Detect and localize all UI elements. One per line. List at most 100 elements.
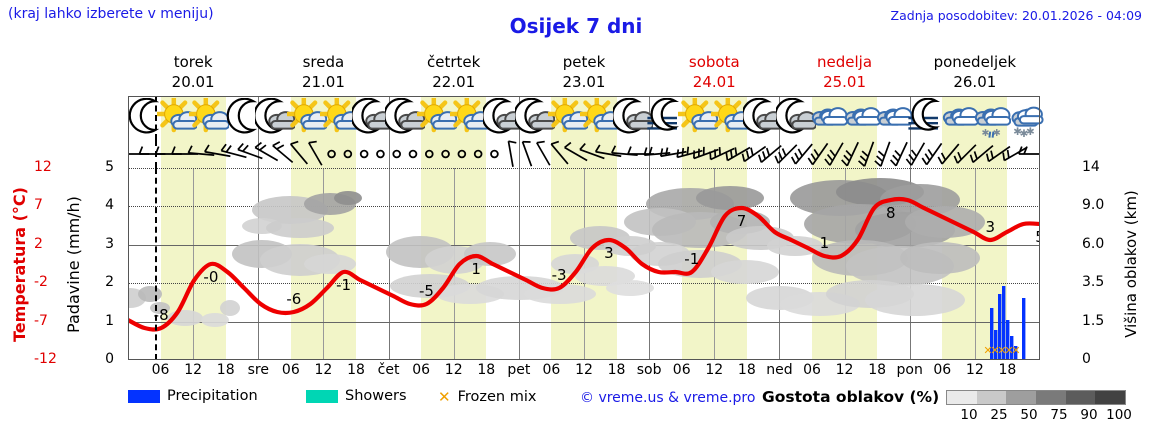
precipitation-bar [1010,336,1014,360]
precipitation-bars [990,286,1026,360]
cloud-density-blob [900,242,980,274]
temperature-point-label: 3 [985,218,996,236]
wind-barb [579,143,605,160]
wind-barb [457,149,467,159]
x-axis-label-10: 18 [477,362,496,378]
temperature-tick-4: -7 [34,312,48,329]
temperature-point-label: 1 [471,260,481,278]
weather-icon-moon-cloud [741,97,785,138]
frozen-mix-marker: ✕ [1004,344,1013,357]
wind-barb [220,143,247,159]
x-axis-label-24: 06 [933,362,952,378]
day-name: nedelja [817,53,873,71]
x-axis-label-6: 18 [347,362,365,378]
weather-icon-sun-cloud [676,95,720,138]
cloud-density-blob [606,280,654,296]
page-title: Osijek 7 dni [509,14,643,38]
weather-icon-moon-wind [645,97,685,138]
weather-icon-cloud [841,98,882,138]
current-time-marker [155,168,157,360]
day-header-5: sobota 24.01 [649,52,779,94]
cloud-density-field [128,178,985,327]
cloud-density-blob [696,186,764,210]
wind-barbs [128,140,1040,167]
day-header-4: petek 23.01 [519,52,649,94]
x-axis-label-16: 06 [672,362,691,378]
precipitation-bar [1006,320,1010,360]
x-axis-label-7: čet [377,362,400,378]
wind-barb [874,141,891,167]
wind-barb [254,141,279,162]
location-menu-note[interactable]: (kraj lahko izberete v meniju) [8,6,214,22]
wind-barb [1018,146,1040,155]
temperature-point-label: -0 [203,268,219,286]
day-header-6: nedelja 25.01 [779,52,909,94]
wind-barb [473,149,483,159]
chart-legend: Precipitation Showers ✕ Frozen mix © vre… [128,388,1152,428]
wind-barb [204,144,231,158]
cloud-height-tick-0: 14 [1082,159,1100,175]
weather-icon-moon-cloud [383,97,426,138]
weather-icon-cloud-snow: ✱ ✱ ✱ [1004,98,1044,140]
frozen-mix-marker: ✕ [997,344,1006,357]
temperature-point-label: -1 [684,250,700,268]
wind-barb [937,143,960,165]
cloud-density-blob [767,236,823,256]
temperature-point-label: -6 [286,290,302,308]
midday-gridline-1 [193,168,195,360]
x-axis-label-15: sob [636,362,662,378]
cloud-height-tick-5: 0 [1082,351,1091,367]
wind-barb [359,149,369,159]
precipitation-bar [1014,346,1018,360]
weather-icon-moon-cloud [480,97,524,138]
showers-swatch-icon [306,389,338,403]
wind-barb [424,149,434,159]
weather-icon-sun-cloud [546,95,589,138]
weather-icon-sun-cloud [285,95,329,138]
wind-barb [507,140,517,167]
wind-barb [824,142,844,166]
weather-icon-cloud [873,98,914,138]
svg-text:✱: ✱ [1026,126,1035,138]
wind-barb [807,142,829,166]
wind-barb [921,142,943,166]
x-axis-label-22: 18 [868,362,887,378]
cloud-density-step-2 [1006,391,1037,404]
legend-precipitation-label: Precipitation [167,388,258,404]
day-date: 25.01 [823,73,867,91]
x-axis-label-4: 06 [281,362,300,378]
wind-barb [985,145,1011,163]
precipitation-tick-5: 0 [105,351,114,367]
cloud-density-blob [334,191,362,205]
x-axis-label-25: 12 [965,362,984,378]
weather-icon-moon [222,97,262,138]
wind-barb [272,141,294,164]
cloud-height-tick-4: 1.5 [1082,312,1105,329]
temperature-point-label: 8 [885,204,896,222]
x-axis-label-17: 12 [705,362,724,378]
wind-barb-row [128,140,1040,168]
day-header-1: torek 20.01 [128,52,258,94]
precipitation-bar [1022,298,1026,360]
temperature-tick-2: 2 [34,235,43,252]
cloud-density-step-5 [1095,391,1126,404]
x-axis-label-19: ned [766,362,793,378]
horizontal-gridline-3 [128,283,1040,285]
wind-barb [889,141,908,167]
temperature-tick-0: 12 [34,159,52,175]
weather-icon-cloud-sleet: ✱ ✱ [971,98,1012,139]
day-separator-3 [518,140,520,168]
cloud-density-tick-4: 90 [1080,407,1098,423]
wind-barb [490,149,499,159]
legend-showers-label: Showers [345,388,407,404]
wind-barb [790,143,813,165]
copyright-link[interactable]: © vreme.us & vreme.pro [580,390,756,406]
x-axis-label-23: pon [896,362,923,378]
wind-barb [594,144,622,158]
x-axis-label-2: 18 [216,362,235,378]
temperature-point-label: 5 [1035,228,1040,246]
cloud-density-tick-0: 10 [960,407,978,423]
cloud-density-scale-ticks: 10 25 50 75 90 100 [938,407,1134,425]
legend-showers: Showers [306,388,407,404]
wind-barb [841,141,859,167]
